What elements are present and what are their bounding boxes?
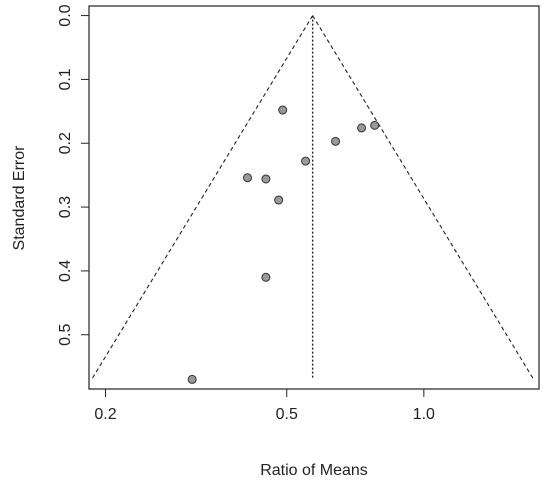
y-tick-label: 0.2 — [57, 132, 74, 154]
data-point — [261, 174, 271, 184]
y-tick-label: 0.3 — [57, 196, 74, 218]
data-points — [187, 105, 380, 384]
data-point — [331, 136, 341, 146]
data-point — [370, 120, 380, 130]
x-axis-label: Ratio of Means — [260, 462, 368, 479]
data-point — [357, 123, 367, 133]
y-tick-label: 0.1 — [57, 68, 74, 90]
y-tick-label: 0.4 — [57, 260, 74, 282]
y-tick-label: 0.0 — [57, 4, 74, 26]
funnel-right-line — [312, 15, 535, 380]
funnel-left-line — [91, 15, 314, 380]
data-point — [242, 173, 252, 183]
x-tick-label: 0.2 — [94, 406, 116, 423]
data-point — [274, 195, 284, 205]
data-point — [187, 374, 197, 384]
data-point — [261, 272, 271, 282]
plot-frame — [88, 5, 540, 390]
y-tick-label: 0.5 — [57, 324, 74, 346]
x-tick-label: 0.5 — [276, 406, 298, 423]
data-point — [301, 156, 311, 166]
y-axis: 0.0 0.1 0.2 0.3 0.4 0.5 — [57, 4, 90, 346]
funnel-lines — [91, 15, 535, 380]
x-tick-label: 1.0 — [413, 406, 435, 423]
data-point — [278, 105, 288, 115]
x-axis: 0.2 0.5 1.0 — [94, 388, 435, 423]
y-axis-label: Standard Error — [11, 145, 28, 251]
